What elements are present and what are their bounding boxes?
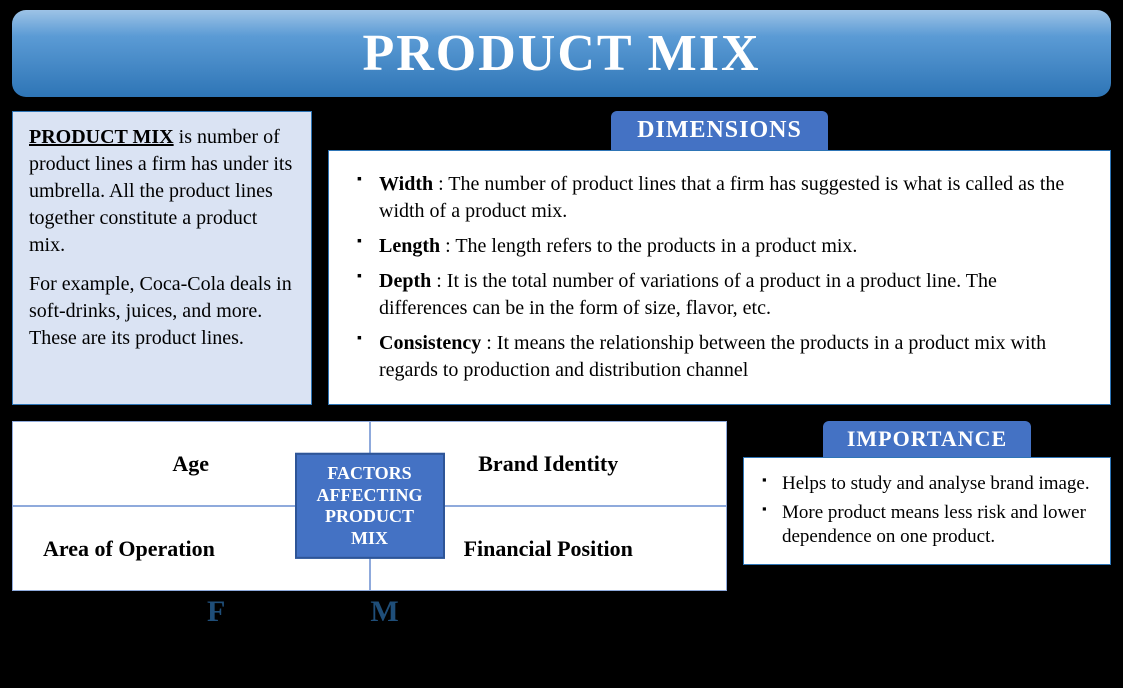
dimension-label: Depth: [379, 270, 431, 292]
letter-m: M: [370, 595, 398, 629]
dimensions-section: DIMENSIONS Width : The number of product…: [328, 111, 1111, 405]
definition-box: PRODUCT MIX is number of product lines a…: [12, 111, 312, 405]
dimension-text: : It is the total number of variations o…: [379, 270, 997, 319]
importance-section: IMPORTANCE Helps to study and analyse br…: [743, 421, 1111, 565]
dimensions-header: DIMENSIONS: [611, 111, 828, 150]
dimension-item: Consistency : It means the relationship …: [357, 330, 1088, 384]
dimension-label: Width: [379, 173, 433, 195]
importance-list: Helps to study and analyse brand image. …: [762, 472, 1096, 550]
dimensions-list: Width : The number of product lines that…: [357, 171, 1088, 384]
definition-title: PRODUCT MIX: [29, 126, 174, 148]
dimension-text: : The number of product lines that a fir…: [379, 173, 1064, 222]
importance-header: IMPORTANCE: [823, 421, 1031, 457]
importance-item: More product means less risk and lower d…: [762, 501, 1096, 550]
factors-grid: Age Brand Identity Area of Operation Fin…: [12, 421, 727, 591]
dimension-label: Consistency: [379, 332, 481, 354]
title-banner: PRODUCT MIX: [12, 10, 1111, 97]
letter-f: F: [207, 595, 225, 629]
dimension-item: Length : The length refers to the produc…: [357, 233, 1088, 260]
importance-item: Helps to study and analyse brand image.: [762, 472, 1096, 497]
definition-para-1: PRODUCT MIX is number of product lines a…: [29, 124, 295, 259]
definition-para-2: For example, Coca-Cola deals in soft-dri…: [29, 271, 295, 352]
dimension-item: Width : The number of product lines that…: [357, 171, 1088, 225]
dimension-text: : The length refers to the products in a…: [440, 235, 857, 257]
row-2: Age Brand Identity Area of Operation Fin…: [12, 421, 1111, 629]
factors-section: Age Brand Identity Area of Operation Fin…: [12, 421, 727, 629]
row-1: PRODUCT MIX is number of product lines a…: [12, 111, 1111, 405]
dimension-label: Length: [379, 235, 440, 257]
dimension-item: Depth : It is the total number of variat…: [357, 268, 1088, 322]
factors-center-label: FACTORS AFFECTING PRODUCT MIX: [295, 453, 445, 559]
importance-body: Helps to study and analyse brand image. …: [743, 457, 1111, 565]
dimensions-body: Width : The number of product lines that…: [328, 150, 1111, 405]
fm-letters: F M: [12, 595, 727, 629]
